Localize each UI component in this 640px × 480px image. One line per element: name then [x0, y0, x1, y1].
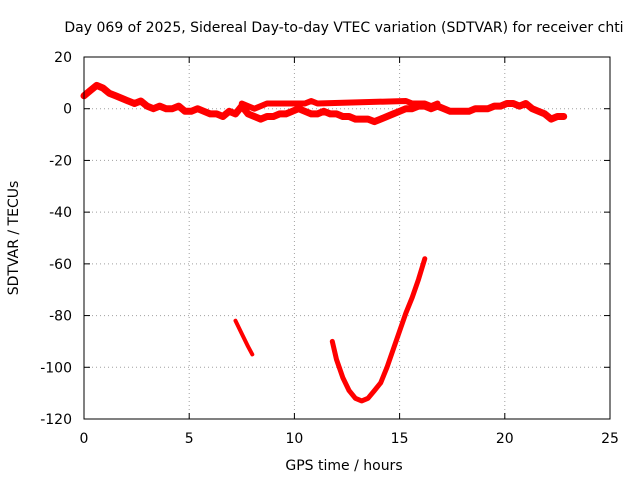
x-tick-label: 0 — [80, 431, 89, 447]
y-tick-label: -40 — [49, 205, 72, 221]
y-tick-label: -100 — [40, 360, 72, 376]
chart-title: Day 069 of 2025, Sidereal Day-to-day VTE… — [64, 20, 623, 36]
series-dip-long — [329, 256, 428, 404]
y-tick-label: -20 — [49, 153, 72, 169]
tick-layer: 0 5 10 15 20 25 -120 -100 -80 -60 -40 -20 0 20 — [40, 50, 619, 447]
y-tick-label: -80 — [49, 309, 72, 325]
x-tick-label: 20 — [496, 431, 514, 447]
x-tick-label: 25 — [601, 431, 619, 447]
plot-frame — [83, 56, 611, 420]
x-tick-label: 15 — [391, 431, 409, 447]
series-upper-band-secondary — [238, 98, 441, 112]
series-layer — [80, 81, 568, 404]
y-tick-label: -60 — [49, 257, 72, 273]
y-tick-label: 0 — [63, 102, 72, 118]
y-tick-label: 20 — [54, 50, 72, 66]
series-upper-band — [80, 81, 568, 126]
y-axis-title: SDTVAR / TECUs — [6, 181, 22, 296]
x-axis-title: GPS time / hours — [285, 458, 402, 474]
series-dip-short — [233, 318, 255, 357]
x-tick-label: 5 — [185, 431, 194, 447]
x-tick-label: 10 — [285, 431, 303, 447]
y-tick-label: -120 — [40, 412, 72, 428]
grid-layer — [84, 57, 610, 419]
